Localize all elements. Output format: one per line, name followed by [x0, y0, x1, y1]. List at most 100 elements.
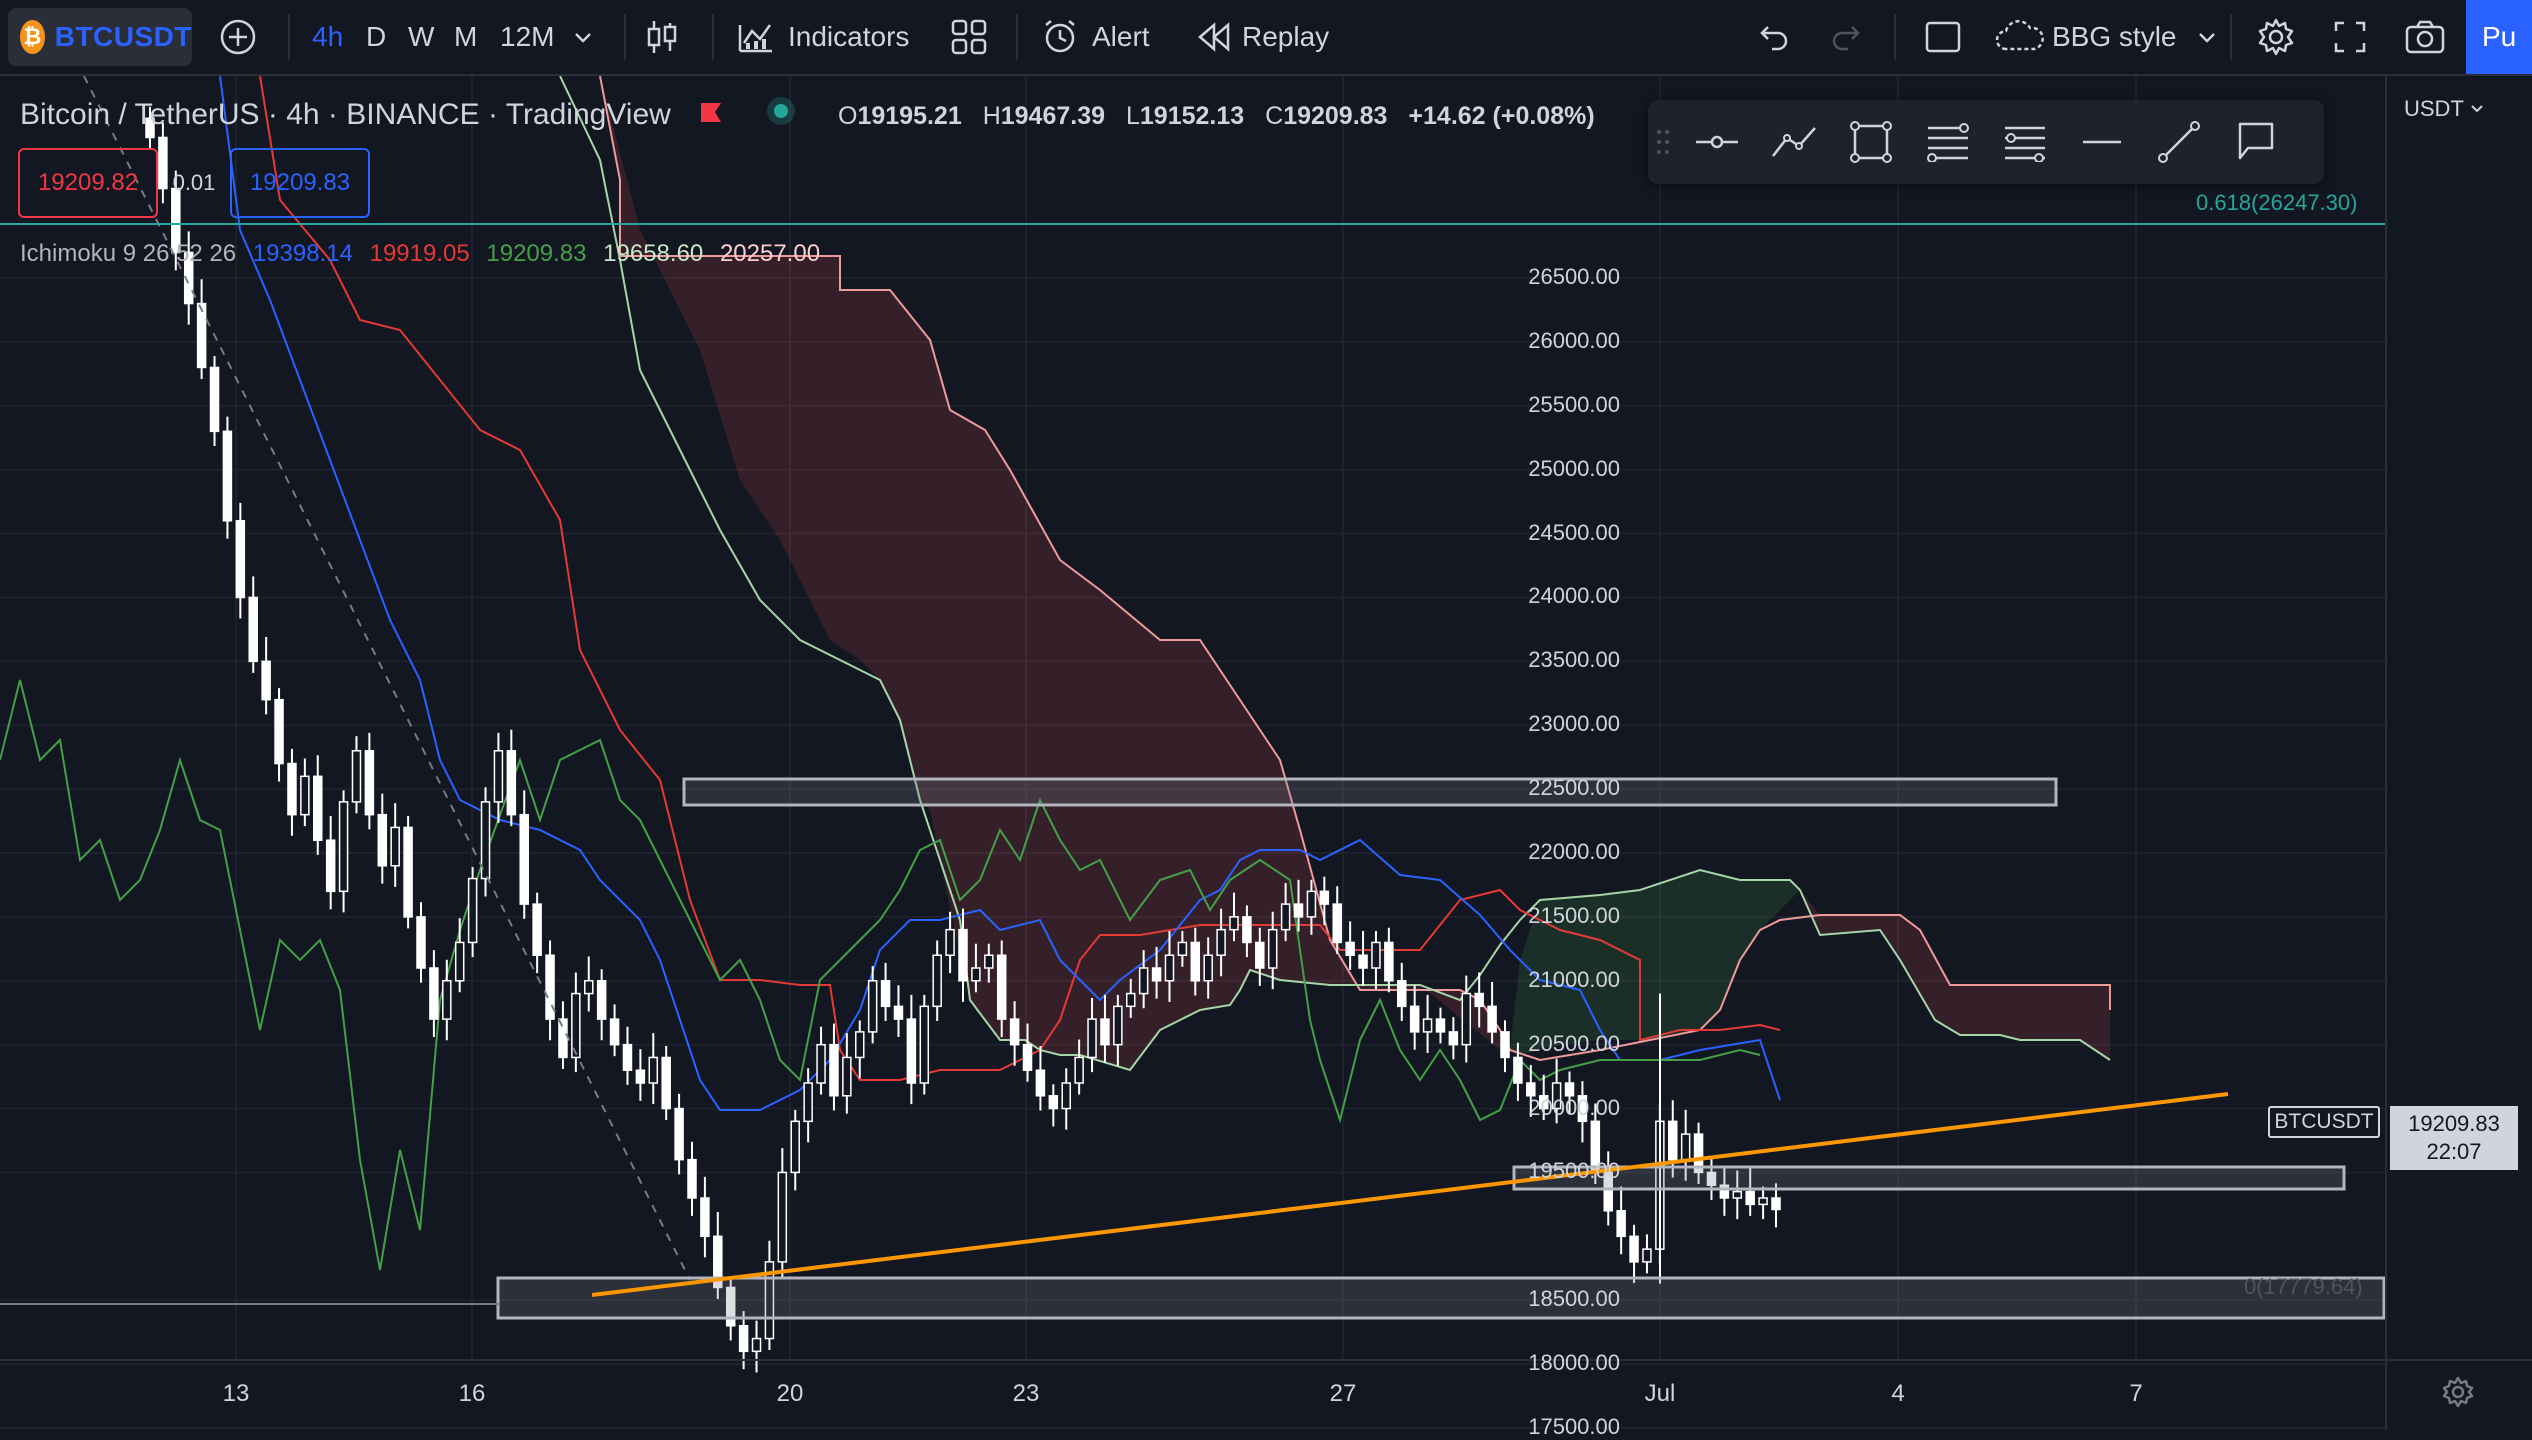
candle-body: [1616, 1210, 1626, 1238]
current-price-label: 19209.83 22:07: [2390, 1106, 2518, 1170]
candle-body: [1242, 916, 1252, 944]
fib-extension-tool[interactable]: [1986, 100, 2063, 184]
candle-body: [506, 750, 517, 816]
candle-body: [558, 1018, 568, 1059]
candle-body: [1087, 1018, 1097, 1059]
fullscreen-button[interactable]: [2332, 0, 2368, 74]
candle-body: [919, 1005, 930, 1084]
time-tick-label: 16: [458, 1380, 486, 1407]
divider: [712, 14, 714, 60]
ichimoku-cloud-bullish: [1510, 870, 1800, 1055]
flag-icon[interactable]: [697, 100, 723, 126]
candle-body: [1422, 1018, 1433, 1033]
candle-body: [1332, 903, 1342, 944]
interval-12m[interactable]: 12M: [500, 21, 555, 52]
candle-body: [764, 1261, 775, 1340]
price-tick-label: 22500.00: [1528, 775, 1620, 801]
currency-selector[interactable]: USDT: [2404, 96, 2484, 122]
candle-body: [171, 187, 181, 254]
cloud-save-button[interactable]: BBG style: [1994, 0, 2218, 74]
time-tick-label: Jul: [1644, 1380, 1676, 1407]
fib-retracement-tool[interactable]: [1909, 100, 1986, 184]
symbol-title[interactable]: Bitcoin / TetherUS · 4h · BINANCE · Trad…: [20, 98, 671, 131]
candle-body: [442, 980, 452, 1020]
symbol-search-button[interactable]: ₿ BTCUSDT: [8, 8, 192, 66]
divider: [1016, 14, 1018, 60]
candle-body: [1577, 1095, 1588, 1123]
price-tick-label: 26000.00: [1528, 327, 1620, 353]
chart-type-button[interactable]: [644, 0, 680, 74]
buy-price-button[interactable]: 19209.83: [230, 148, 370, 218]
redo-button[interactable]: [1830, 0, 1866, 74]
replay-button[interactable]: Replay: [1196, 0, 1329, 74]
candle-body: [519, 813, 529, 905]
alert-button[interactable]: Alert: [1040, 0, 1150, 74]
price-tick-label: 25000.00: [1528, 455, 1620, 481]
candle-body: [571, 992, 581, 1059]
candle-body: [1306, 890, 1317, 918]
sell-price-button[interactable]: 19209.82: [18, 148, 158, 218]
compare-symbol-button[interactable]: [218, 0, 258, 74]
price-chart[interactable]: [0, 76, 2532, 1430]
settings-button[interactable]: [2256, 0, 2296, 74]
cloud-icon: [1995, 19, 2044, 51]
candle-body: [1642, 1248, 1652, 1263]
price-tick-label: 18000.00: [1528, 1350, 1620, 1376]
undo-button[interactable]: [1754, 0, 1790, 74]
candle-body: [248, 596, 258, 663]
candle-body: [390, 826, 400, 867]
candle-body: [1216, 928, 1226, 956]
bar-countdown: 22:07: [2426, 1139, 2482, 1164]
snapshot-button[interactable]: [2404, 0, 2446, 74]
candle-body: [1113, 1005, 1123, 1046]
candle-body: [867, 980, 878, 1033]
candle-body: [1126, 992, 1136, 1008]
symbol-label: BTCUSDT: [54, 21, 192, 52]
axis-settings-button[interactable]: [2440, 1374, 2476, 1415]
candle-body: [893, 1005, 904, 1020]
interval-d[interactable]: D: [366, 21, 387, 52]
publish-button[interactable]: Pu: [2466, 0, 2532, 74]
divider: [624, 14, 626, 60]
candle-body: [661, 1056, 671, 1110]
price-tick-label: 21500.00: [1528, 902, 1620, 928]
path-tool[interactable]: [1755, 100, 1832, 184]
candle-body: [584, 980, 594, 995]
candle-body: [1074, 1056, 1084, 1084]
interval-4h[interactable]: 4h: [312, 21, 344, 52]
interval-dropdown-chevron-icon[interactable]: [572, 0, 594, 74]
candle-body: [803, 1082, 813, 1123]
ichimoku-span-a: [559, 76, 2111, 1072]
interval-m[interactable]: M: [454, 21, 478, 52]
candle-body: [1190, 941, 1201, 982]
candle-body: [777, 1171, 788, 1263]
callout-tool[interactable]: [2217, 100, 2294, 184]
horizontal-ray-icon: [1695, 135, 1738, 149]
candle-body: [1500, 1031, 1510, 1059]
layout-select-button[interactable]: [1924, 0, 1962, 74]
divider: [1894, 14, 1896, 60]
high-key: H: [982, 102, 1001, 130]
layouts-button[interactable]: [950, 0, 988, 74]
ichimoku-legend[interactable]: Ichimoku 9 26 52 26 19398.14 19919.05 19…: [20, 240, 820, 268]
candle-body: [454, 941, 465, 982]
horizontal-line-tool[interactable]: [2063, 100, 2140, 184]
support-zone-low: [496, 1276, 2386, 1320]
candle-body: [1461, 992, 1472, 1046]
horizontal-ray-tool[interactable]: [1678, 100, 1755, 184]
candle-body: [829, 1043, 839, 1097]
rectangle-tool[interactable]: [1832, 100, 1909, 184]
candle-body: [1745, 1190, 1755, 1206]
candle-body: [1319, 890, 1330, 905]
divider: [288, 14, 290, 60]
candle-body: [1551, 1082, 1562, 1110]
square-layout-icon: [1925, 21, 1961, 53]
candle-body: [1732, 1190, 1743, 1199]
rewind-icon: [1198, 22, 1230, 52]
trend-line-tool[interactable]: [2140, 100, 2217, 184]
price-tick-label: 20500.00: [1528, 1030, 1620, 1056]
candle-body: [1719, 1184, 1730, 1199]
drag-handle-icon[interactable]: [1648, 127, 1678, 157]
indicators-button[interactable]: Indicators: [736, 0, 909, 74]
interval-w[interactable]: W: [408, 21, 435, 52]
